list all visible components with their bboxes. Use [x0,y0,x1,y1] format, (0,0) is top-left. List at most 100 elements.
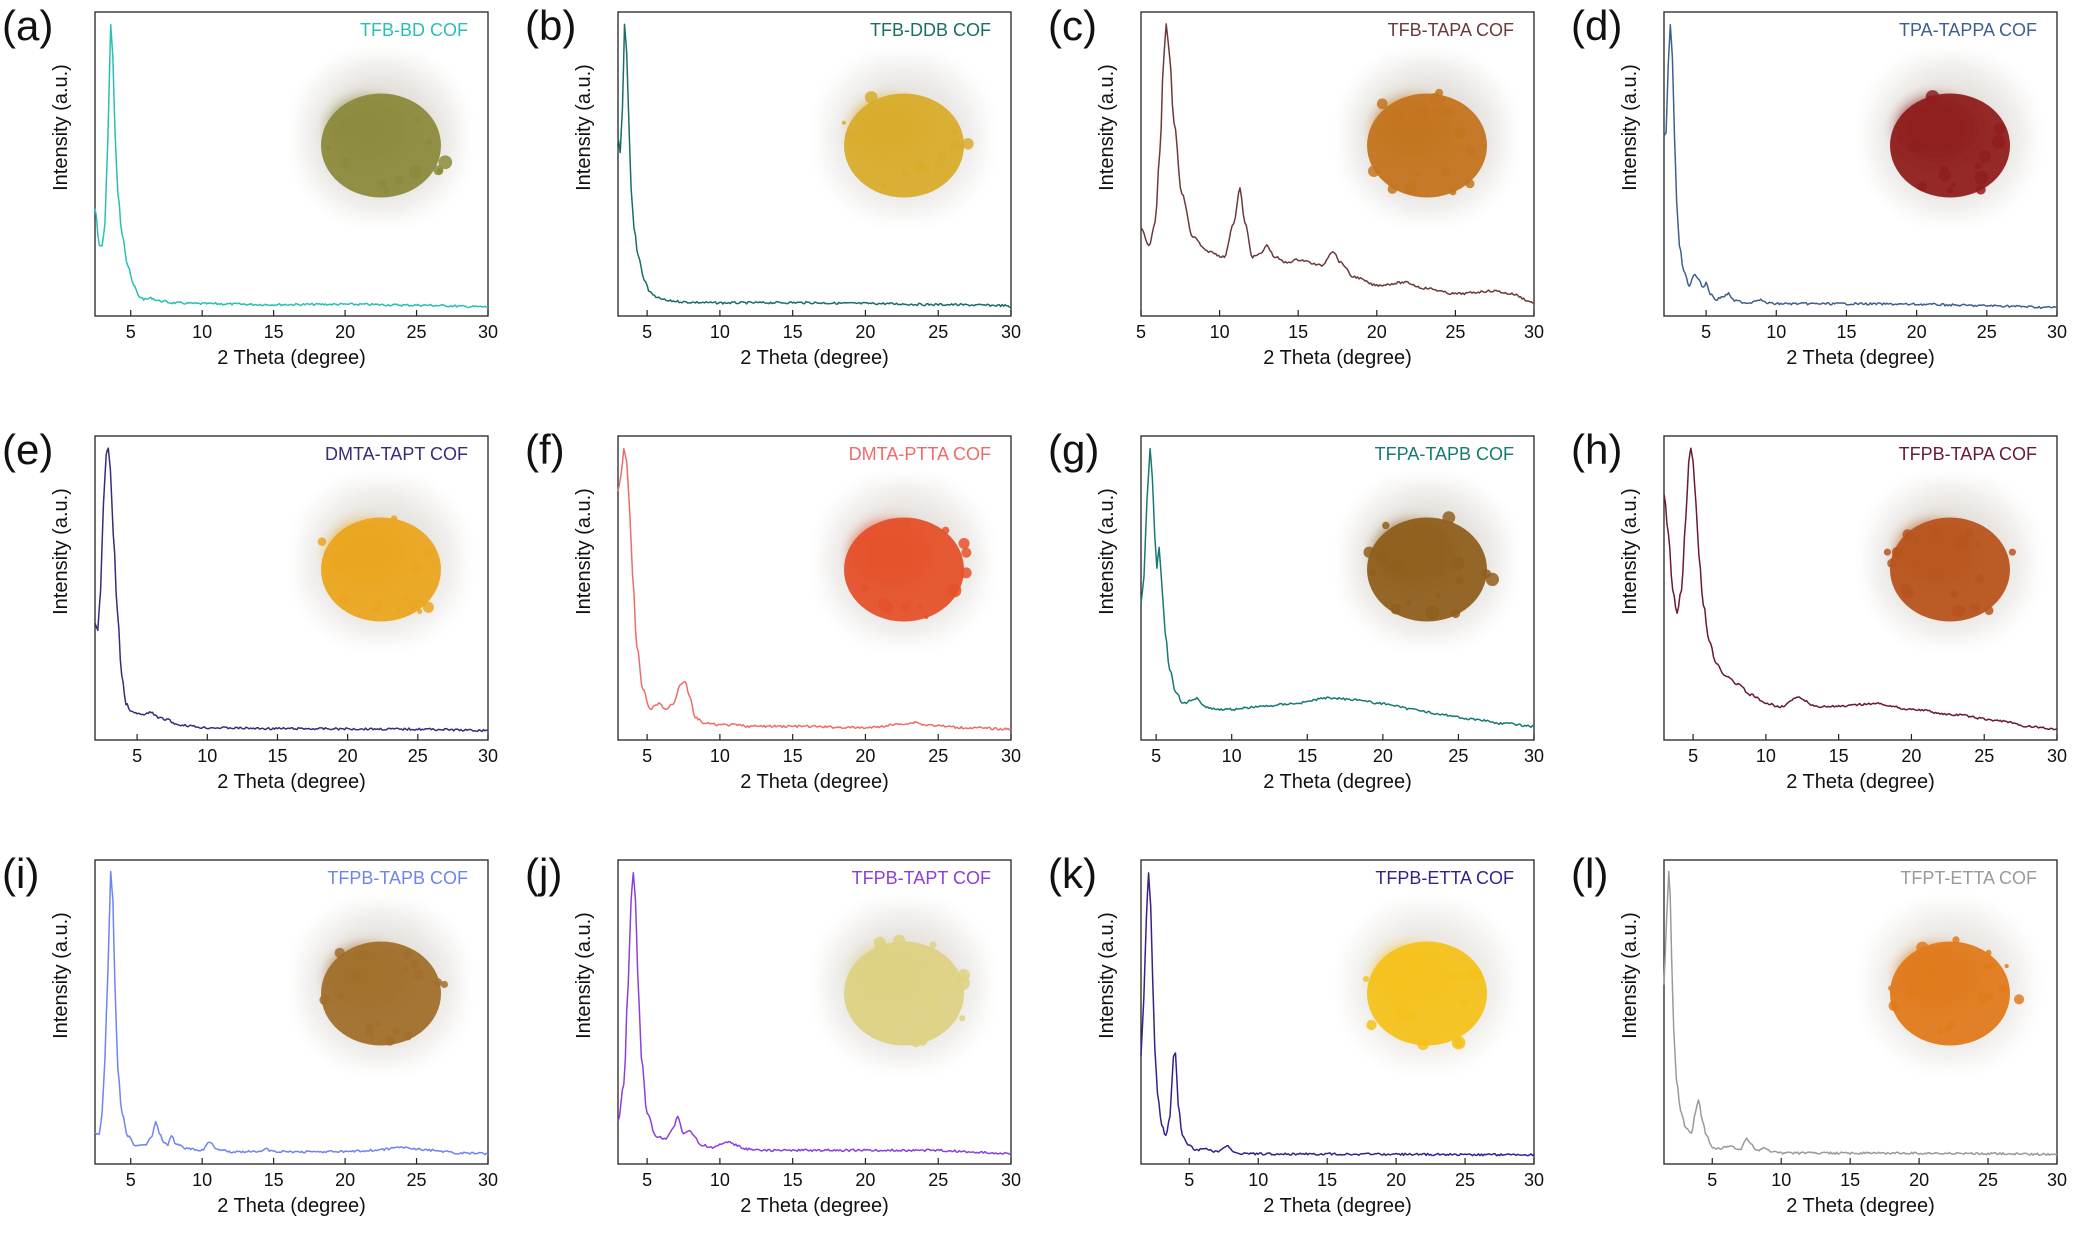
plot-frame [617,11,1012,317]
chart-svg: (h) TFPB-TAPA COF 5 10 15 20 25 30 2 Theta (degr… [1571,426,2067,793]
x-tick-label: 30 [1524,1170,1544,1190]
x-tick-label: 25 [1977,322,1997,342]
y-axis-title: Intensity (a.u.) [1619,912,1641,1039]
chart-svg: (d) TPA-TAPPA COF 5 10 15 20 25 30 2 Theta (degr… [1571,2,2067,369]
y-axis-title: Intensity (a.u.) [50,64,72,191]
x-tick-label: 20 [1901,746,1921,766]
plot-frame [94,11,489,317]
chart-panel-d: (d) TPA-TAPPA COF 5 10 15 20 25 30 2 Theta (degr… [1569,0,2092,408]
x-tick-label: 30 [1001,746,1021,766]
x-axis-title: 2 Theta (degree) [217,347,366,369]
cof-name-label: TPA-TAPPA COF [1899,20,2037,40]
plot-frame [94,435,489,741]
x-tick-label: 20 [855,746,875,766]
x-axis-title: 2 Theta (degree) [740,347,889,369]
x-tick-label: 15 [1840,1170,1860,1190]
x-axis-title: 2 Theta (degree) [1263,1195,1412,1217]
x-axis-title: 2 Theta (degree) [1786,1195,1935,1217]
cof-name-label: TFPB-TAPB COF [327,868,468,888]
x-tick-label: 10 [710,746,730,766]
x-tick-label: 30 [478,1170,498,1190]
powder-photo [295,900,467,1070]
x-tick-label: 20 [338,746,358,766]
y-axis-title: Intensity (a.u.) [573,912,595,1039]
x-tick-label: 5 [642,746,652,766]
x-tick-label: 25 [407,1170,427,1190]
x-axis-title: 2 Theta (degree) [1786,347,1935,369]
chart-svg: (c) TFB-TAPA COF 5 10 15 20 25 30 2 Theta (degre… [1048,2,1544,369]
x-tick-label: 25 [407,322,427,342]
series-line [94,447,489,733]
y-axis-title: Intensity (a.u.) [50,912,72,1039]
plot-frame [94,859,489,1165]
x-tick-label: 25 [928,1170,948,1190]
chart-svg: (e) DMTA-TAPT COF 5 10 15 20 25 30 2 Theta (degr… [2,426,498,793]
chart-panel-f: (f) DMTA-PTTA COF 5 10 15 20 25 30 2 Theta (degr… [523,424,1046,832]
x-tick-label: 25 [408,746,428,766]
x-tick-label: 5 [642,322,652,342]
x-tick-label: 30 [1001,322,1021,342]
powder-photo [1341,52,1513,222]
series-line [1140,23,1535,304]
x-tick-label: 25 [1974,746,1994,766]
x-tick-label: 10 [1210,322,1230,342]
series-line [1663,447,2058,731]
y-axis-title: Intensity (a.u.) [1096,912,1118,1039]
y-axis-title: Intensity (a.u.) [1619,488,1641,615]
panel-letter: (i) [2,850,39,897]
powder-photo [818,476,990,646]
x-tick-label: 10 [710,1170,730,1190]
x-tick-label: 5 [1151,746,1161,766]
panel-letter: (l) [1571,850,1608,897]
chart-svg: (f) DMTA-PTTA COF 5 10 15 20 25 30 2 Theta (degr… [525,426,1021,793]
plot-frame [1663,859,2058,1165]
chart-panel-c: (c) TFB-TAPA COF 5 10 15 20 25 30 2 Theta (degre… [1046,0,1569,408]
x-tick-label: 15 [264,322,284,342]
x-axis-title: 2 Theta (degree) [217,771,366,793]
y-axis-title: Intensity (a.u.) [1096,488,1118,615]
y-axis-title: Intensity (a.u.) [573,488,595,615]
chart-svg: (b) TFB-DDB COF 5 10 15 20 25 30 2 Theta (degree… [525,2,1021,369]
series-line [617,871,1012,1155]
chart-panel-e: (e) DMTA-TAPT COF 5 10 15 20 25 30 2 Theta (degr… [0,424,523,832]
powder-photo [818,52,990,222]
x-tick-label: 10 [192,322,212,342]
series-line [94,870,489,1156]
panel-letter: (j) [525,850,562,897]
x-axis-title: 2 Theta (degree) [217,1195,366,1217]
plot-frame [1663,11,2058,317]
x-tick-label: 5 [642,1170,652,1190]
chart-panel-h: (h) TFPB-TAPA COF 5 10 15 20 25 30 2 Theta (degr… [1569,424,2092,832]
panel-letter: (c) [1048,2,1097,49]
powder-photo [1864,476,2036,646]
cof-name-label: TFPB-ETTA COF [1375,868,1514,888]
chart-panel-a: (a) TFB-BD COF 5 10 15 20 25 30 2 Theta (degree)… [0,0,523,408]
x-tick-label: 15 [1829,746,1849,766]
plot-frame [1140,859,1535,1165]
panel-letter: (d) [1571,2,1622,49]
x-tick-label: 15 [264,1170,284,1190]
cof-name-label: TFPB-TAPT COF [852,868,991,888]
chart-panel-g: (g) TFPA-TAPB COF 5 10 15 20 25 30 2 Theta (degr… [1046,424,1569,832]
cof-name-label: TFB-DDB COF [870,20,991,40]
chart-svg: (j) TFPB-TAPT COF 5 10 15 20 25 30 2 Theta (degr… [525,850,1021,1217]
plot-frame [1140,435,1535,741]
x-tick-label: 25 [1455,1170,1475,1190]
x-tick-label: 10 [1222,746,1242,766]
chart-panel-i: (i) TFPB-TAPB COF 5 10 15 20 25 30 2 Theta (degr… [0,848,523,1256]
panel-letter: (h) [1571,426,1622,473]
y-axis-title: Intensity (a.u.) [50,488,72,615]
powder-photo [1341,900,1513,1070]
series-line [617,448,1012,731]
x-tick-label: 10 [192,1170,212,1190]
x-tick-label: 25 [928,746,948,766]
chart-panel-k: (k) TFPB-ETTA COF 5 10 15 20 25 30 2 Theta (degr… [1046,848,1569,1256]
powder-photo [1864,900,2036,1070]
y-axis-title: Intensity (a.u.) [573,64,595,191]
powder-photo [1341,476,1513,646]
cof-name-label: DMTA-TAPT COF [325,444,468,464]
x-tick-label: 20 [1909,1170,1929,1190]
x-tick-label: 15 [1297,746,1317,766]
panel-letter: (a) [2,2,53,49]
x-tick-label: 15 [783,746,803,766]
